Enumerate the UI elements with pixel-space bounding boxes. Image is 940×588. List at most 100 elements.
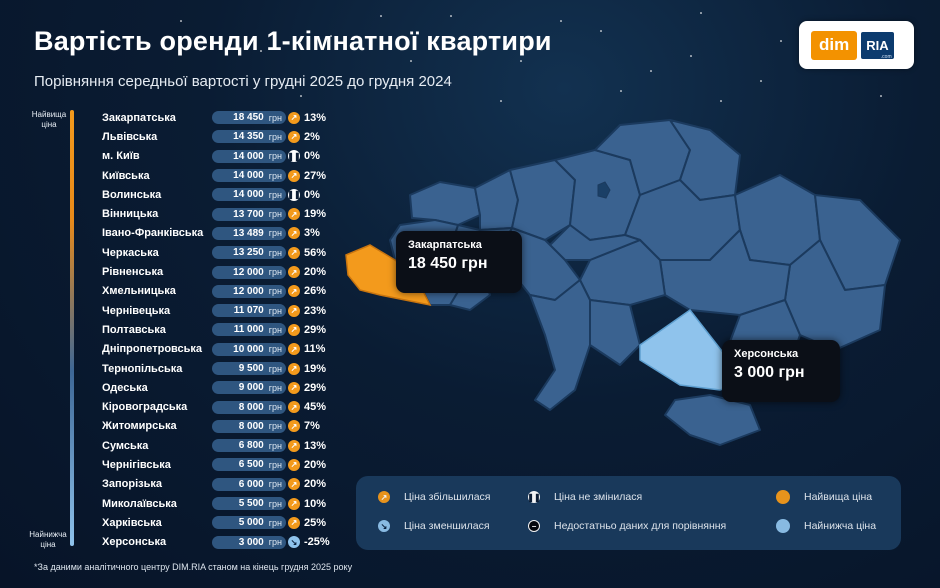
pause-icon: ❚❚ (287, 188, 301, 201)
star-decoration (410, 60, 412, 62)
arrow-up-icon: ↗ (288, 285, 300, 298)
price-value: 6 800 (238, 440, 264, 452)
price-pill: 11 000 грн (212, 323, 286, 337)
price-pill: 8 000 грн (212, 400, 286, 414)
currency-label: грн (268, 247, 282, 258)
region-name: Херсонська (102, 536, 167, 549)
star-decoration (880, 95, 882, 97)
arrow-up-icon: ↗ (288, 208, 300, 221)
callout-highest-value: 18 450 грн (408, 255, 488, 272)
footnote: *За даними аналітичного центру DIM.RIA с… (34, 562, 353, 572)
star-decoration (560, 20, 562, 22)
lightblue-dot-icon (776, 519, 790, 533)
region-name: Київська (102, 169, 150, 182)
legend: ↗ Ціна збільшилася ↘ Ціна зменшилася ❚❚ Цін… (356, 476, 901, 550)
price-pill: 6 500 грн (212, 458, 286, 472)
change-percent: 11% (304, 343, 326, 356)
price-pill: 9 500 грн (212, 362, 286, 375)
price-value: 13 250 (233, 247, 264, 259)
currency-label: грн (268, 344, 282, 355)
star-decoration (720, 100, 722, 102)
kyiv-city-marker (597, 181, 611, 199)
arrow-down-icon: ↘ (288, 536, 300, 549)
change-percent: 26% (304, 285, 327, 298)
currency-label: грн (268, 151, 282, 162)
star-decoration (650, 70, 652, 72)
scale-bottom-label: Найнижча ціна (29, 530, 67, 549)
arrow-up-icon: ↗ (288, 478, 300, 491)
region-name: Харківська (102, 516, 162, 529)
star-decoration (300, 95, 302, 97)
arrow-up-icon: ↗ (288, 516, 300, 529)
region-name: Запорізька (102, 478, 163, 491)
region-name: Полтавська (102, 323, 166, 336)
price-value: 11 000 (233, 324, 264, 336)
price-pill: 14 350 грн (212, 130, 286, 144)
change-percent: 7% (304, 420, 320, 433)
region-name: Чернівецька (102, 304, 171, 317)
region-row: Львівська 14 350 грн ↗ 2% (102, 127, 330, 146)
currency-label: грн (268, 459, 282, 470)
region-row: Запорізька 6 000 грн ↗ 20% (102, 475, 330, 494)
change-percent: -25% (304, 536, 330, 549)
currency-label: грн (268, 498, 282, 509)
price-pill: 5 000 грн (212, 516, 286, 530)
currency-label: грн (268, 440, 282, 451)
arrow-up-icon: ↗ (288, 497, 300, 510)
change-percent: 20% (304, 266, 327, 279)
change-percent: 27% (304, 169, 327, 182)
arrow-up-icon: ↗ (288, 323, 300, 336)
currency-label: грн (268, 363, 282, 374)
region-row: Полтавська 11 000 грн ↗ 29% (102, 320, 330, 339)
region-zhytomyrska (509, 159, 576, 241)
star-decoration (690, 55, 692, 57)
callout-lowest-value: 3 000 грн (734, 364, 805, 381)
arrow-up-icon: ↗ (288, 362, 300, 375)
arrow-up-icon: ↗ (288, 439, 300, 452)
star-decoration (330, 35, 332, 37)
change-percent: 0% (304, 188, 320, 201)
region-name: Чернігівська (102, 458, 171, 471)
arrow-up-icon: ↗ (288, 343, 300, 356)
region-row: Тернопільська 9 500 грн ↗ 19% (102, 359, 330, 378)
price-pill: 11 070 грн (212, 304, 286, 318)
price-value: 3 000 (238, 536, 264, 548)
price-value: 8 000 (238, 420, 264, 432)
region-row: Дніпропетровська 10 000 грн ↗ 11% (102, 340, 330, 359)
price-value: 18 450 (233, 112, 264, 124)
star-decoration (860, 30, 862, 32)
region-row: Волинська 14 000 грн ❚❚ 0% (102, 185, 330, 204)
price-pill: 14 000 грн (212, 149, 286, 163)
region-row: Чернігівська 6 500 грн ↗ 20% (102, 455, 330, 474)
region-name: Івано-Франківська (102, 227, 204, 240)
region-name: Тернопільська (102, 362, 183, 375)
change-percent: 29% (304, 323, 327, 336)
currency-label: грн (268, 421, 282, 432)
region-row: Черкаська 13 250 грн ↗ 56% (102, 243, 330, 262)
price-value: 14 000 (233, 170, 264, 182)
change-percent: 45% (304, 401, 327, 414)
star-decoration (760, 80, 762, 82)
price-scale-bar (70, 110, 74, 546)
region-name: Закарпатська (102, 111, 176, 124)
arrow-up-icon: ↗ (288, 401, 300, 414)
price-value: 13 489 (233, 227, 264, 239)
region-row: Харківська 5 000 грн ↗ 25% (102, 513, 330, 532)
price-value: 5 000 (238, 517, 264, 529)
region-row: Вінницька 13 700 грн ↗ 19% (102, 204, 330, 223)
star-decoration (180, 20, 182, 22)
region-name: Житомирська (102, 420, 177, 433)
region-row: Хмельницька 12 000 грн ↗ 26% (102, 282, 330, 301)
currency-label: грн (268, 479, 282, 490)
arrow-up-icon: ↗ (288, 227, 300, 240)
region-row: Київська 14 000 грн ↗ 27% (102, 166, 330, 185)
currency-label: грн (268, 189, 282, 200)
currency-label: грн (268, 324, 282, 335)
star-decoration (600, 30, 602, 32)
arrow-up-icon: ↗ (378, 491, 390, 503)
change-percent: 29% (304, 381, 327, 394)
price-value: 12 000 (233, 285, 264, 297)
price-pill: 18 450 грн (212, 111, 286, 125)
change-percent: 20% (304, 458, 327, 471)
logo-ria: RIA .com (861, 31, 894, 60)
